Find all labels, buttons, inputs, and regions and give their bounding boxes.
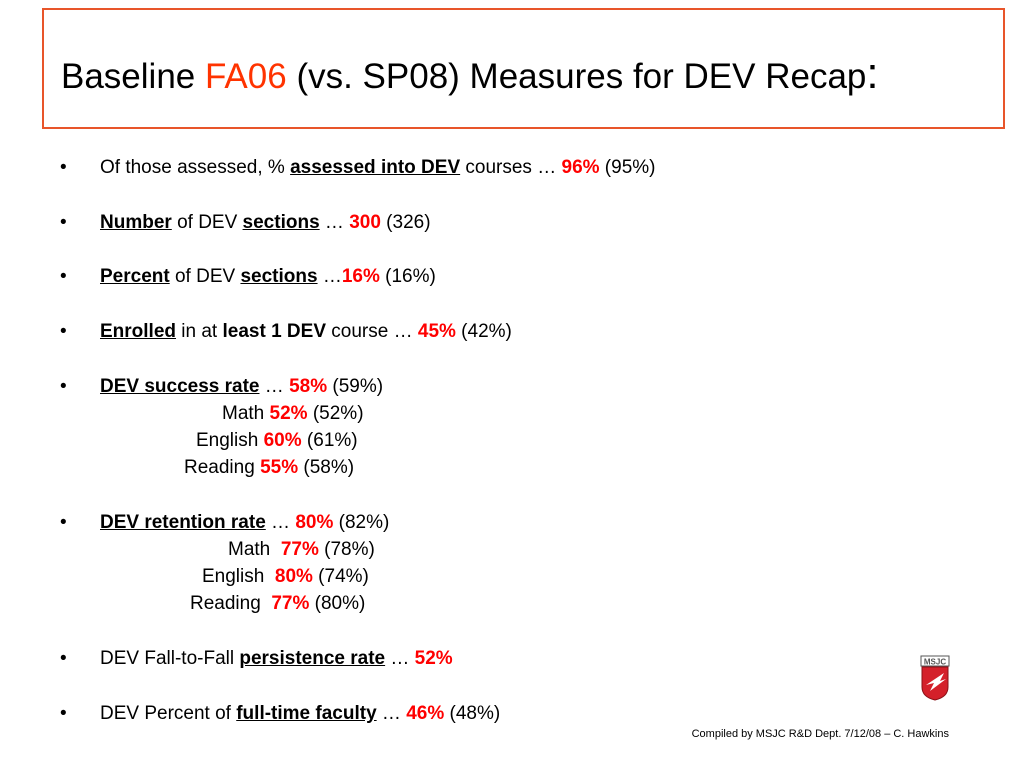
retention-sub-math: Math 77% (78%) (228, 539, 375, 560)
success-sub-reading: Reading 55% (58%) (184, 457, 355, 478)
title-highlight: FA06 (204, 57, 287, 96)
success-sub-english: English 60% (61%) (196, 430, 358, 451)
bullet-marker: • (60, 648, 67, 669)
list-item-faculty: DEV Percent of full-time faculty … 46% (… (100, 703, 501, 724)
bullet-marker: • (60, 512, 67, 533)
footer-credit: Compiled by MSJC R&D Dept. 7/12/08 – C. … (691, 728, 949, 740)
retention-sub-english: English 80% (74%) (202, 566, 369, 587)
list-item-assessed: Of those assessed, % assessed into DEV c… (100, 157, 656, 178)
list-item-enrolled: Enrolled in at least 1 DEV course … 45% … (100, 321, 512, 342)
list-item-retention-rate: DEV retention rate … 80% (82%) (100, 512, 390, 533)
list-item-number-sections: Number of DEV sections … 300 (326) (100, 212, 431, 233)
svg-text:MSJC: MSJC (924, 658, 946, 667)
bullet-marker: • (60, 703, 67, 724)
bullet-marker: • (60, 376, 67, 397)
title-prefix: Baseline (61, 57, 205, 96)
bullet-marker: • (60, 321, 67, 342)
list-item-success-rate: DEV success rate … 58% (59%) (100, 376, 384, 397)
bullet-marker: • (60, 266, 67, 287)
success-sub-math: Math 52% (52%) (222, 403, 364, 424)
title-frame (42, 8, 1005, 129)
title-suffix: (vs. SP08) Measures for DEV Recap (286, 57, 867, 96)
bullet-marker: • (60, 157, 67, 178)
title-colon: : (866, 49, 879, 98)
msjc-shield-logo-icon: MSJC (920, 655, 950, 701)
list-item-persistence: DEV Fall-to-Fall persistence rate … 52% (100, 648, 453, 669)
bullet-marker: • (60, 212, 67, 233)
page-title: Baseline FA06 (vs. SP08) Measures for DE… (61, 46, 879, 105)
retention-sub-reading: Reading 77% (80%) (190, 593, 366, 614)
list-item-percent-sections: Percent of DEV sections …16% (16%) (100, 266, 436, 287)
